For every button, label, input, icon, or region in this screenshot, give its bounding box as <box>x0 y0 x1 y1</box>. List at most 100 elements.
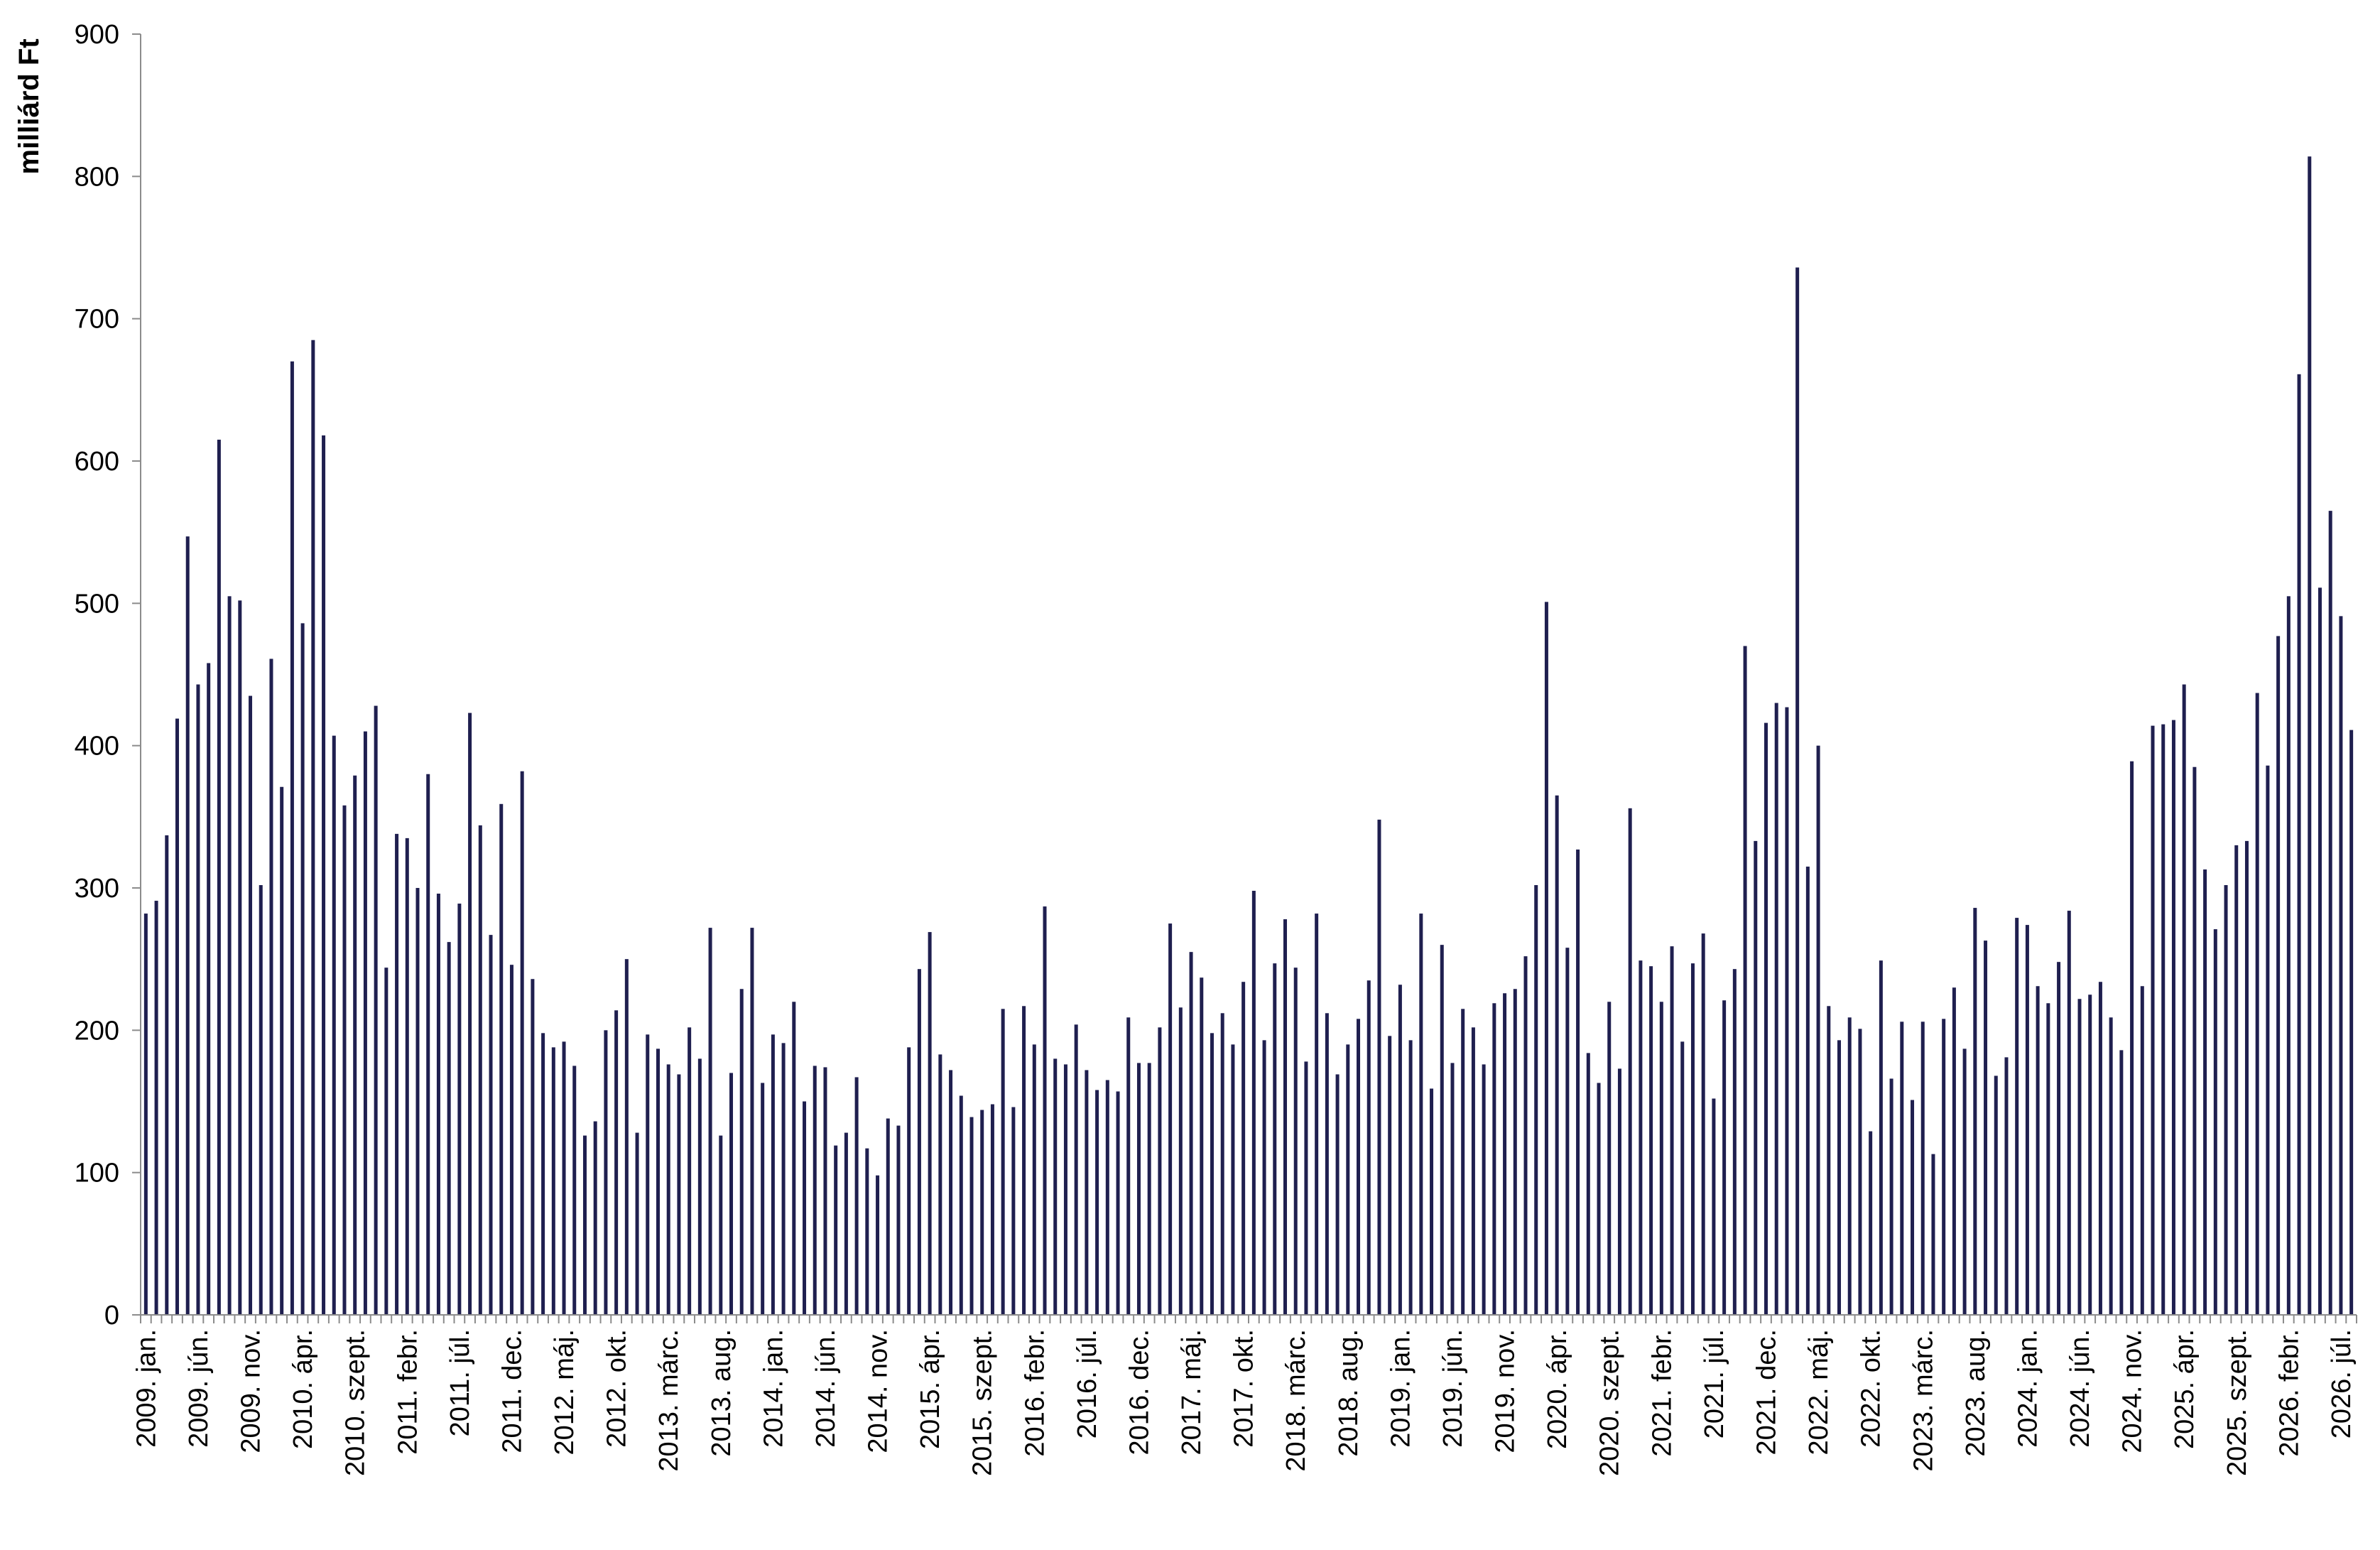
bar <box>249 695 253 1315</box>
bar <box>2255 693 2259 1315</box>
bar <box>1147 1063 1151 1315</box>
x-tick-label: 2012. okt. <box>602 1329 632 1448</box>
bar <box>1178 1007 1183 1315</box>
bar <box>1847 1017 1852 1315</box>
bar <box>959 1095 963 1315</box>
bar <box>1659 1002 1663 1315</box>
bar <box>1555 795 1559 1315</box>
x-tick-label: 2023. aug. <box>1961 1329 1991 1457</box>
x-tick-label: 2021. febr. <box>1647 1329 1677 1457</box>
bar <box>1649 966 1653 1315</box>
x-axis: 2009. jan. 2009. jún. 2009. nov. 2010. ápr.… <box>131 1314 2357 1476</box>
bar <box>259 884 263 1315</box>
bar <box>426 774 430 1315</box>
x-tick-label: 2010. szept. <box>341 1329 371 1476</box>
bar <box>457 904 462 1315</box>
bar <box>876 1175 880 1315</box>
bar <box>1952 987 1956 1315</box>
bar <box>1136 1063 1141 1315</box>
x-tick-label: 2014. jún. <box>811 1329 841 1448</box>
bar <box>1754 840 1758 1315</box>
bar <box>771 1034 775 1315</box>
bar <box>185 536 190 1316</box>
x-tick-label: 2024. jún. <box>2065 1329 2095 1448</box>
bar <box>238 600 242 1315</box>
bar <box>1722 1000 1727 1315</box>
bar <box>478 825 482 1315</box>
bar <box>750 928 754 1315</box>
bar <box>1858 1029 1862 1315</box>
bar <box>1095 1090 1099 1315</box>
bar <box>896 1125 901 1315</box>
bar <box>1805 866 1810 1315</box>
bar <box>384 968 388 1315</box>
x-tick-label: 2019. jan. <box>1386 1329 1415 1448</box>
bar <box>1503 993 1507 1315</box>
bar <box>2297 374 2301 1315</box>
bar <box>1116 1091 1120 1315</box>
bar <box>1200 977 1204 1315</box>
bar <box>562 1041 566 1315</box>
y-tick-label: 200 <box>75 1016 119 1046</box>
bar <box>2182 684 2186 1315</box>
x-tick-label: 2018. aug. <box>1334 1329 1364 1457</box>
bar <box>1628 808 1632 1315</box>
bar <box>269 659 273 1315</box>
bar <box>1764 722 1768 1315</box>
bar <box>468 712 472 1315</box>
x-tick-label: 2026. júl. <box>2327 1329 2357 1438</box>
bar <box>1251 891 1256 1315</box>
bar <box>980 1110 984 1315</box>
bar <box>2234 845 2239 1315</box>
bar <box>1534 884 1538 1315</box>
bar <box>1189 952 1193 1315</box>
y-tick-label: 0 <box>104 1301 119 1330</box>
bar <box>813 1066 817 1315</box>
bar <box>551 1047 555 1315</box>
bar <box>531 979 535 1315</box>
bar <box>405 838 409 1315</box>
bar <box>2109 1017 2113 1315</box>
x-tick-label: 2021. júl. <box>1700 1329 1729 1438</box>
bar <box>1168 923 1173 1315</box>
x-tick-label: 2014. jan. <box>759 1329 788 1448</box>
x-tick-label: 2021. dec. <box>1751 1329 1781 1455</box>
bar <box>499 803 504 1315</box>
bar <box>395 833 399 1315</box>
bar <box>332 735 336 1315</box>
bar <box>1607 1002 1612 1315</box>
x-tick-label: 2013. aug. <box>707 1329 737 1457</box>
bar <box>154 901 158 1315</box>
bar <box>1513 989 1517 1315</box>
bar <box>1220 1013 1224 1315</box>
x-tick-label: 2015. ápr. <box>915 1329 945 1449</box>
bar <box>2276 636 2281 1315</box>
bar <box>719 1135 723 1315</box>
bar <box>969 1117 974 1315</box>
x-tick-label: 2025. szept. <box>2222 1329 2252 1476</box>
bar <box>196 684 200 1315</box>
x-tick-label: 2017. máj. <box>1177 1329 1207 1455</box>
bar <box>1032 1044 1036 1315</box>
bar <box>854 1077 859 1315</box>
bar <box>541 1033 545 1315</box>
bar <box>1430 1088 1434 1315</box>
bar <box>1774 703 1778 1315</box>
x-tick-label: 2020. szept. <box>1595 1329 1625 1476</box>
bar <box>1639 960 1643 1315</box>
bar <box>2036 986 2040 1315</box>
x-tick-label: 2019. jún. <box>1438 1329 1468 1448</box>
bar <box>520 771 524 1315</box>
bar <box>2067 911 2071 1315</box>
y-tick-label: 400 <box>75 732 119 762</box>
bar <box>1377 819 1381 1315</box>
bar <box>1262 1040 1266 1315</box>
bar <box>2046 1003 2050 1315</box>
bar <box>834 1145 838 1315</box>
y-tick-label: 500 <box>75 589 119 619</box>
bar <box>1346 1044 1350 1315</box>
bar <box>2349 730 2354 1315</box>
bar <box>1011 1107 1016 1315</box>
bar <box>322 435 326 1316</box>
bar <box>1419 914 1423 1315</box>
